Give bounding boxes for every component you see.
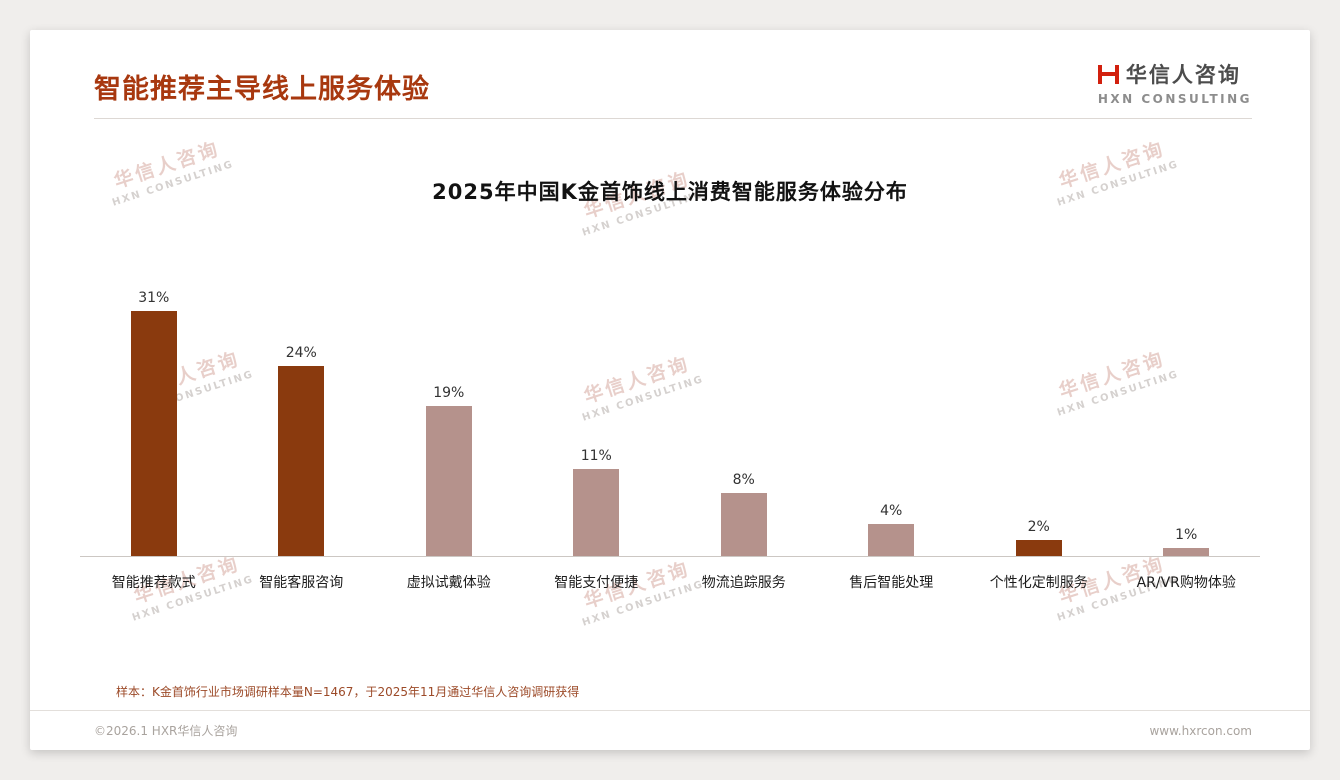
bar-group: 1% [1113, 527, 1261, 556]
bar [425, 405, 472, 556]
bar-chart: 2025年中国K金首饰线上消费智能服务体验分布 31% 24% 19% 11% 8% 4%… [80, 176, 1260, 592]
bar [720, 492, 767, 556]
bar-value-label: 24% [285, 345, 317, 362]
bar-category-label: 智能推荐款式 [111, 575, 196, 591]
bar [130, 311, 177, 556]
bar-group: 31% [80, 290, 228, 556]
chart-title: 2025年中国K金首饰线上消费智能服务体验分布 [432, 180, 908, 204]
header-divider [94, 118, 1252, 119]
slide-header: 智能推荐主导线上服务体验 华信人咨询 HXN CONSULTING [30, 30, 1310, 118]
sample-note: 样本：K金首饰行业市场调研样本量N=1467，于2025年11月通过华信人咨询调… [116, 685, 580, 699]
website-url: www.hxrcon.com [1149, 723, 1252, 738]
bar-value-label: 19% [433, 384, 465, 401]
bar-value-label: 8% [732, 471, 755, 488]
bar-group: 11% [523, 448, 671, 556]
copyright-text: ©2026.1 HXR华信人咨询 [94, 724, 238, 738]
bar [278, 366, 325, 556]
bar-category-label: AR/VR购物体验 [1136, 575, 1236, 591]
bar-category-label: 售后智能处理 [849, 575, 934, 591]
bar-category-label: 物流追踪服务 [701, 575, 786, 591]
bar-category-label: 虚拟试戴体验 [406, 575, 491, 591]
bar [1163, 548, 1210, 556]
logo-chinese-name: 华信人咨询 [1125, 63, 1241, 87]
bar-value-label: 2% [1027, 519, 1050, 536]
bar-value-label: 11% [580, 448, 612, 465]
bar-group: 8% [670, 472, 818, 556]
bar [868, 524, 915, 556]
bar-category-label: 智能客服咨询 [259, 575, 344, 591]
bar-value-label: 1% [1175, 527, 1198, 544]
category-axis: 智能推荐款式 智能客服咨询 虚拟试戴体验 智能支付便捷 物流追踪服务 售后智能处理 个性化定… [80, 572, 1260, 592]
logo-h-icon [1097, 64, 1119, 84]
company-logo: 华信人咨询 HXN CONSULTING [1097, 59, 1252, 106]
page-title: 智能推荐主导线上服务体验 [94, 74, 430, 105]
logo-english-name: HXN CONSULTING [1097, 92, 1252, 106]
bar-chart-plot: 31% 24% 19% 11% 8% 4% 2% 1% [80, 248, 1260, 557]
bar-category-label: 个性化定制服务 [989, 575, 1088, 591]
slide-card: 智能推荐主导线上服务体验 华信人咨询 HXN CONSULTING 2025年中… [30, 30, 1310, 750]
bar-value-label: 31% [138, 290, 170, 307]
bar-category-label: 智能支付便捷 [554, 575, 639, 591]
bar-group: 2% [965, 519, 1113, 556]
bar-value-label: 4% [880, 503, 903, 520]
slide-footer: ©2026.1 HXR华信人咨询 www.hxrcon.com [30, 710, 1310, 750]
bar [1015, 540, 1062, 556]
bar [573, 469, 620, 556]
bar-group: 24% [228, 345, 376, 556]
bar-group: 19% [375, 385, 523, 556]
bar-group: 4% [818, 503, 966, 556]
